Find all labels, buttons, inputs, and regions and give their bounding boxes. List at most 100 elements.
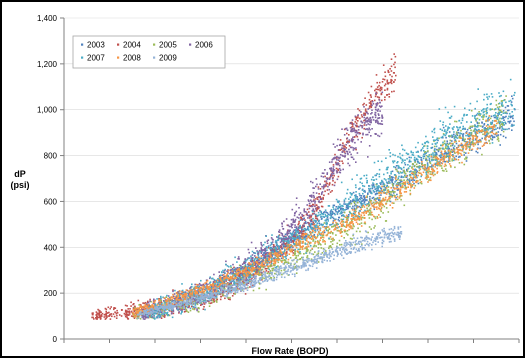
point-2006 [307, 217, 309, 219]
point-2003 [353, 207, 356, 210]
point-2003 [363, 197, 366, 199]
point-2003 [511, 129, 513, 131]
point-2004 [225, 290, 227, 293]
point-2005 [263, 277, 265, 280]
point-2003 [333, 212, 336, 215]
point-2006 [265, 252, 268, 254]
point-2005 [454, 136, 456, 139]
point-2007 [167, 314, 169, 317]
point-2003 [353, 202, 356, 205]
point-2006 [295, 197, 298, 199]
point-2007 [379, 199, 382, 202]
point-2007 [444, 129, 446, 131]
point-2006 [314, 205, 316, 208]
point-2007 [180, 312, 182, 315]
point-2003 [495, 116, 497, 119]
point-2007 [380, 181, 382, 184]
point-2006 [310, 214, 313, 217]
point-2005 [411, 166, 413, 168]
point-2003 [505, 136, 507, 139]
point-2003 [391, 181, 393, 184]
point-2007 [387, 178, 390, 180]
point-2003 [303, 217, 305, 220]
point-2004 [285, 252, 288, 255]
point-2005 [445, 164, 447, 167]
point-2003 [406, 178, 409, 181]
point-2003 [475, 114, 478, 116]
point-2007 [293, 243, 295, 245]
point-2005 [425, 175, 428, 177]
point-2007 [295, 230, 297, 232]
point-2005 [238, 264, 241, 267]
point-2006 [338, 144, 341, 146]
point-2006 [151, 313, 154, 315]
point-2006 [370, 121, 372, 123]
point-2004 [130, 315, 133, 317]
point-2006 [312, 187, 314, 189]
point-2007 [302, 228, 304, 231]
point-2005 [459, 148, 461, 151]
point-2007 [158, 305, 160, 308]
point-2005 [445, 156, 447, 158]
point-2004 [113, 308, 115, 311]
point-2005 [314, 251, 316, 253]
point-2005 [384, 220, 387, 222]
point-2007 [364, 209, 366, 212]
point-2006 [174, 297, 176, 300]
point-2005 [361, 243, 363, 245]
point-2007 [339, 212, 341, 215]
point-2006 [363, 106, 365, 108]
point-2007 [463, 114, 465, 116]
point-2006 [235, 279, 238, 281]
point-2005 [397, 178, 399, 181]
point-2007 [383, 173, 385, 176]
point-2005 [368, 209, 371, 212]
point-2007 [451, 134, 453, 137]
point-2007 [386, 166, 388, 169]
point-2007 [267, 253, 269, 256]
point-2008 [322, 233, 325, 235]
point-2007 [439, 120, 442, 122]
point-2006 [276, 236, 278, 238]
point-2003 [345, 206, 348, 208]
point-2007 [433, 127, 436, 130]
point-2005 [385, 207, 388, 209]
point-2006 [234, 268, 236, 271]
point-2005 [333, 239, 335, 241]
point-2006 [261, 249, 264, 252]
point-2003 [446, 142, 449, 144]
point-2006 [278, 229, 281, 231]
point-2007 [189, 307, 192, 310]
point-2005 [258, 274, 261, 276]
point-2003 [371, 187, 374, 190]
point-2004 [252, 274, 254, 276]
point-2007 [277, 245, 279, 247]
point-2007 [359, 181, 361, 184]
point-2005 [497, 138, 500, 140]
point-2004 [266, 259, 268, 261]
point-2006 [152, 302, 155, 305]
point-2006 [232, 280, 234, 282]
point-2004 [96, 318, 98, 320]
point-2007 [503, 124, 505, 126]
point-2005 [267, 267, 270, 269]
point-2003 [376, 192, 379, 195]
point-2007 [478, 118, 481, 121]
point-2007 [410, 151, 413, 154]
point-2005 [450, 145, 452, 147]
point-2003 [430, 166, 432, 168]
point-2004 [133, 317, 136, 319]
point-2004 [126, 311, 129, 313]
point-2006 [212, 282, 215, 284]
point-2004 [337, 168, 339, 171]
point-2006 [352, 138, 355, 141]
point-2006 [312, 200, 315, 202]
point-2004 [233, 266, 235, 269]
point-2004 [331, 183, 334, 186]
point-2003 [341, 215, 343, 217]
point-2005 [308, 242, 311, 245]
point-2006 [374, 113, 376, 116]
point-2006 [379, 101, 381, 104]
point-2005 [414, 172, 417, 175]
point-2007 [470, 142, 472, 145]
